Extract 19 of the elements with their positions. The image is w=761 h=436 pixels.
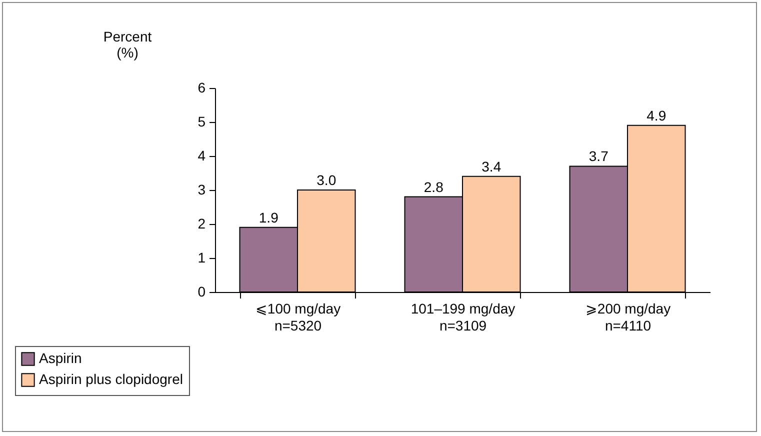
data-label: 3.4 bbox=[482, 158, 502, 174]
y-tick-label: 6 bbox=[198, 80, 206, 96]
legend-label: Aspirin plus clopidogrel bbox=[39, 371, 183, 387]
x-tick-label: 101–199 mg/day n=3109 bbox=[410, 300, 516, 334]
y-tick-label: 1 bbox=[198, 250, 206, 266]
y-tick-label: 0 bbox=[198, 284, 206, 300]
y-tick-label: 4 bbox=[198, 148, 206, 164]
data-label: 3.0 bbox=[316, 172, 336, 188]
data-label: 4.9 bbox=[646, 107, 666, 124]
data-label: 2.8 bbox=[424, 178, 444, 195]
x-tick-label: ⩽100 mg/day n=5320 bbox=[255, 300, 341, 334]
y-tick-label: 5 bbox=[198, 114, 206, 130]
y-axis-title: Percent (%) bbox=[103, 28, 152, 60]
data-label: 3.7 bbox=[588, 148, 609, 164]
y-tick-label: 3 bbox=[198, 182, 206, 198]
legend-label: Aspirin bbox=[39, 350, 82, 366]
y-tick-label: 2 bbox=[198, 216, 206, 232]
data-label: 1.9 bbox=[258, 209, 279, 226]
x-tick-label: ⩾200 mg/day n=4110 bbox=[585, 300, 671, 334]
